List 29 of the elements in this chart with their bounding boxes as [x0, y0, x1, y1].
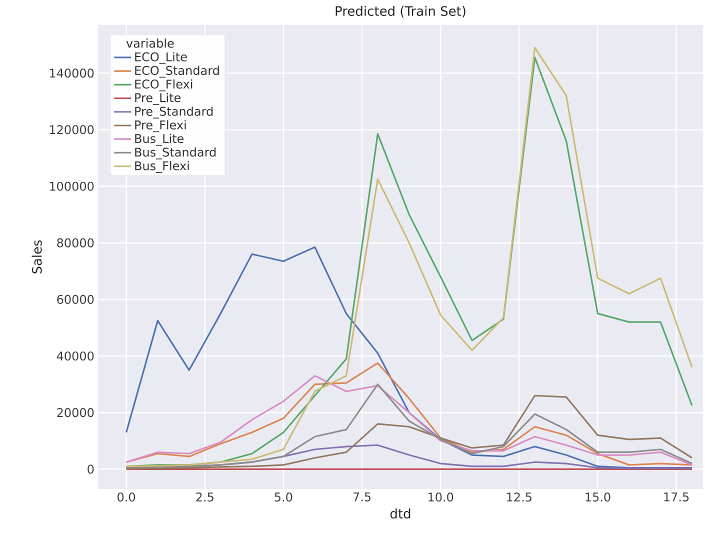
y-tick-label: 0 — [88, 464, 94, 474]
legend-label: Bus_Lite — [135, 134, 184, 146]
legend-label: Pre_Flexi — [135, 120, 186, 132]
legend-label: ECO_Standard — [135, 66, 219, 78]
legend-label: ECO_Flexi — [135, 79, 192, 92]
y-tick-label: 20000 — [57, 408, 94, 418]
y-axis-title: Sales — [32, 240, 42, 274]
x-tick-label: 7.5 — [353, 492, 370, 502]
legend-label: Bus_Flexi — [135, 161, 189, 173]
x-tick-label: 0.0 — [118, 492, 136, 502]
legend-label: Bus_Standard — [135, 147, 216, 160]
y-tick-label: 80000 — [57, 238, 94, 248]
x-axis-title: dtd — [390, 508, 410, 519]
y-tick-label: 140000 — [50, 68, 94, 78]
x-tick-label: 10.0 — [428, 492, 454, 502]
legend-label: ECO_Lite — [135, 52, 187, 64]
x-tick-label: 5.0 — [274, 492, 292, 502]
legend-label: Pre_Standard — [135, 106, 213, 118]
x-tick-label: 15.0 — [586, 492, 610, 502]
legend-label: Pre_Lite — [135, 92, 181, 105]
chart-title: Predicted (Train Set) — [336, 6, 466, 18]
y-tick-label: 40000 — [56, 351, 94, 361]
x-tick-label: 2.5 — [196, 492, 214, 502]
x-tick-label: 17.5 — [664, 492, 689, 502]
x-tick-label: 12.5 — [507, 492, 532, 502]
y-tick-label: 100000 — [50, 182, 94, 191]
y-tick-label: 60000 — [57, 294, 94, 304]
legend-title: variable — [126, 38, 174, 48]
y-tick-label: 120000 — [50, 125, 94, 134]
